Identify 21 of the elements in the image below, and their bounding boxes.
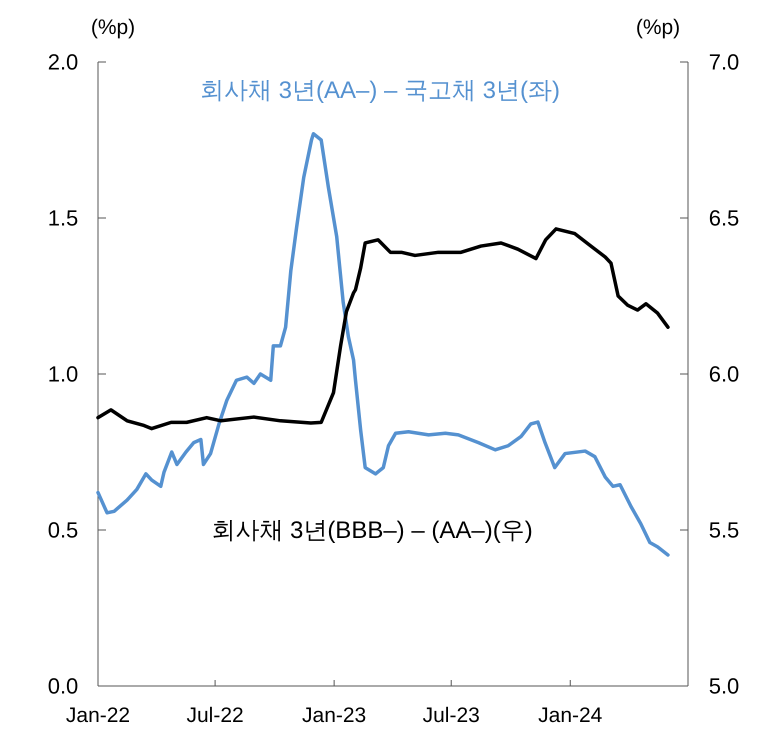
y2-tick-label: 7.0 — [708, 50, 740, 75]
y-tick-label: 0.0 — [48, 674, 78, 699]
text: 회사채 3년(BBB–) – (AA–)(우) — [211, 517, 533, 544]
text: 회사채 3년(AA–) – 국고채 3년(좌) — [200, 77, 560, 104]
y2-tick-label: 6.0 — [708, 362, 740, 387]
y-axis-title: (%p) — [90, 16, 136, 39]
y2-tick-label: 6.5 — [708, 206, 740, 231]
line-series — [96, 132, 670, 557]
y-tick-label: 0.5 — [48, 518, 78, 543]
x-tick-label: Jan-22 — [66, 704, 130, 727]
y-tick-label: 1.5 — [48, 206, 78, 231]
x-tick-label: Jan-24 — [538, 704, 603, 727]
x-tick-label: Jul-23 — [422, 704, 480, 727]
line-series — [96, 227, 670, 430]
x-tick-label: Jan-23 — [302, 704, 366, 727]
x-tick-label: Jul-22 — [186, 704, 244, 727]
y2-tick-label: 5.0 — [708, 674, 740, 699]
y-tick-label: 2.0 — [48, 50, 78, 75]
y2-tick-label: 5.5 — [708, 518, 740, 543]
y2-axis-title: (%p) — [636, 16, 680, 39]
y-tick-label: 1.0 — [48, 362, 78, 387]
